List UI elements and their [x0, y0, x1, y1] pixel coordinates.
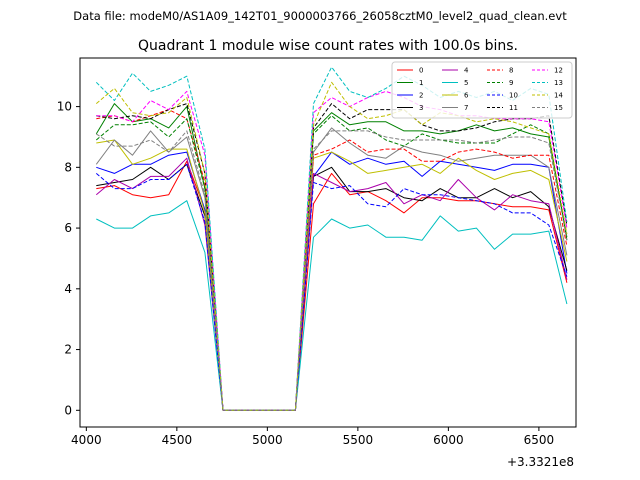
y-tick-label: 2: [64, 343, 72, 357]
legend-label-13: 13: [554, 79, 563, 87]
series-line-10: [95, 163, 568, 411]
legend-label-0: 0: [419, 67, 423, 75]
y-axis: 0 2 4 6 8 10: [57, 100, 80, 417]
legend-label-8: 8: [509, 67, 513, 75]
legend-label-7: 7: [464, 104, 468, 112]
y-tick-label: 4: [64, 282, 72, 296]
series-line-6: [96, 139, 568, 411]
legend-label-4: 4: [464, 67, 469, 75]
y-tick-label: 8: [64, 160, 72, 174]
series-line-5: [96, 200, 568, 411]
x-axis: 4000 4500 5000 5500 6000 6500: [71, 427, 554, 447]
x-offset-label: +3.3321e8: [507, 455, 574, 469]
x-tick-label: 5500: [343, 433, 374, 447]
legend-label-14: 14: [554, 92, 563, 100]
y-tick-label: 0: [64, 403, 72, 417]
legend-box: [391, 61, 573, 119]
series-line-8: [96, 109, 568, 411]
legend-label-12: 12: [554, 67, 563, 75]
series-line-12: [96, 90, 568, 411]
legend-label-3: 3: [419, 104, 423, 112]
axes-frame: [79, 57, 577, 428]
legend-label-9: 9: [509, 79, 513, 87]
legend-label-15: 15: [554, 104, 563, 112]
series-line-4: [95, 157, 568, 411]
series-line-14: [95, 81, 568, 411]
legend-label-5: 5: [464, 79, 468, 87]
x-tick-label: 4000: [71, 433, 102, 447]
chart-title: Quadrant 1 module wise count rates with …: [138, 38, 518, 54]
series-line-7: [95, 127, 568, 411]
legend-label-6: 6: [464, 92, 469, 100]
series-line-1: [95, 103, 568, 411]
figure-suptitle: Data file: modeM0/AS1A09_142T01_90000037…: [73, 9, 567, 23]
legend-label-1: 1: [419, 79, 423, 87]
x-tick-label: 6500: [524, 433, 555, 447]
plot-area: [80, 58, 576, 427]
x-tick-label: 4500: [162, 433, 193, 447]
series-line-15: [96, 130, 568, 411]
series-layer: [95, 66, 568, 411]
x-tick-label: 6000: [433, 433, 464, 447]
legend-label-10: 10: [509, 92, 518, 100]
y-tick-label: 6: [64, 221, 72, 235]
x-tick-label: 5000: [252, 433, 283, 447]
series-line-9: [95, 115, 568, 411]
y-tick-label: 10: [57, 100, 72, 114]
legend-label-11: 11: [509, 104, 518, 112]
legend-label-2: 2: [419, 92, 423, 100]
